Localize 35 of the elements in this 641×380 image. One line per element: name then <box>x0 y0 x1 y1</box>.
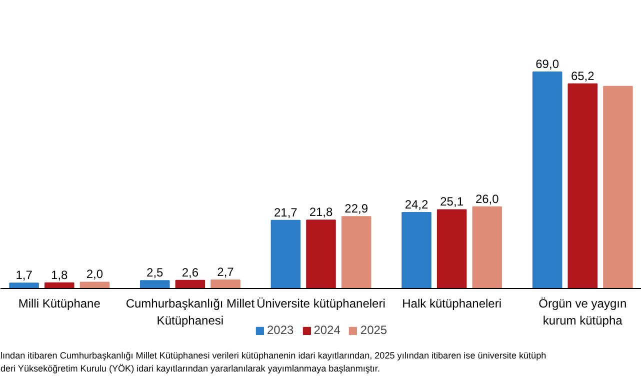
data-label: 26,0 <box>475 192 500 206</box>
data-label: 1,8 <box>51 268 68 282</box>
data-label: 65,2 <box>570 68 595 83</box>
data-label: 1,7 <box>16 268 33 282</box>
legend-label: 2024 <box>314 323 340 337</box>
text: lından itibaren Cumhurbaşkanlığı Millet Kütüphanesi verileri kütüphanenin idari kayıtlarından, 2025 yılından itibaren ise üniversite kütüph <box>0 350 546 360</box>
legend-label: 2025 <box>360 323 388 337</box>
data-label: 2,5 <box>146 266 164 280</box>
data-label: 24,2 <box>404 198 428 212</box>
data-label: 2,7 <box>217 265 234 280</box>
bar <box>436 209 467 289</box>
text: deri Yükseköğretim Kurulu (YÖK) idari kayıtlarından yararlanılarak yayımlanmaya başlanmıştır. <box>0 364 380 374</box>
data-label: 69,0 <box>536 56 560 71</box>
bar <box>402 212 432 289</box>
x-tick-label: Cumhurbaşkanlığı Millet Kütüphanesi <box>126 296 256 328</box>
bar <box>603 86 633 289</box>
data-label: 21,8 <box>309 205 334 220</box>
data-label: 21,7 <box>274 205 298 220</box>
bar <box>140 280 170 289</box>
data-label: 25,1 <box>440 194 464 209</box>
bar <box>568 83 598 289</box>
data-label: 22,9 <box>344 202 368 216</box>
bar <box>270 220 301 289</box>
bar <box>210 280 240 289</box>
bar <box>341 216 372 289</box>
bar <box>472 206 502 289</box>
x-tick-label: Halk kütüphaneleri <box>402 296 502 310</box>
bar <box>532 71 562 289</box>
x-tick-label: Üniversite kütüphaneleri <box>256 296 386 310</box>
data-label: 2,6 <box>182 265 199 280</box>
bar <box>306 220 336 289</box>
data-label: 2,0 <box>86 267 104 282</box>
x-tick-label: Milli Kütüphane <box>18 296 101 310</box>
legend-label: 2023 <box>267 323 294 337</box>
x-tick-label: Örgün ve yaygın kurum kütüpha <box>538 296 627 328</box>
